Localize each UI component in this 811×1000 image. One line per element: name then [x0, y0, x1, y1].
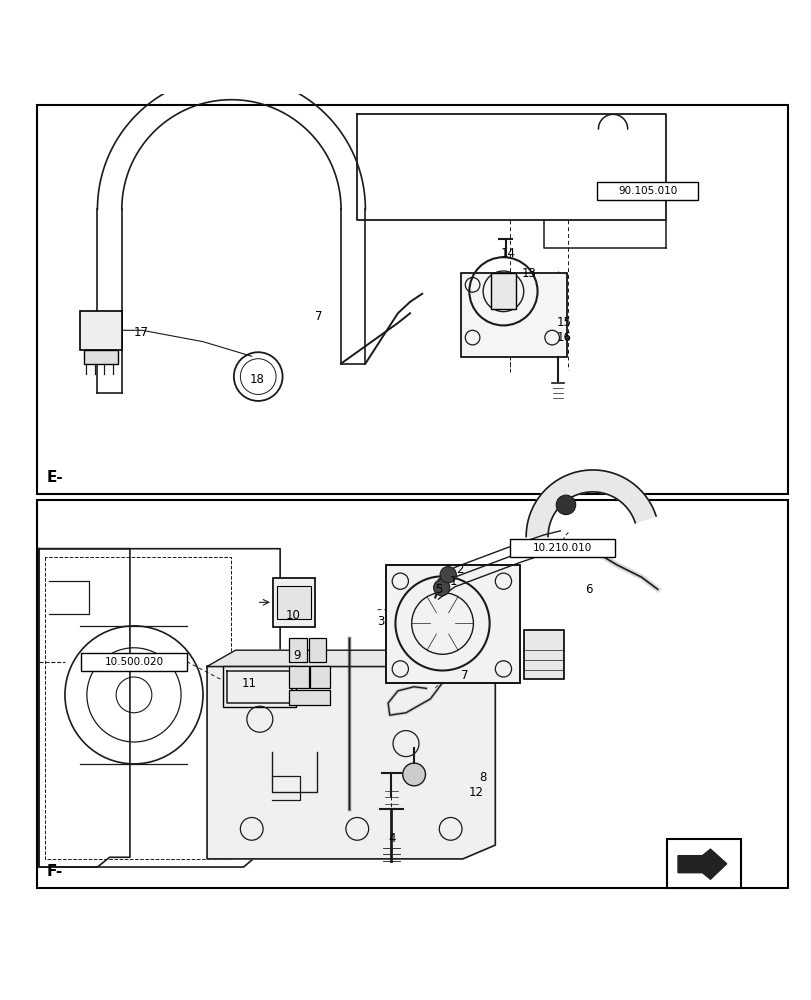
FancyBboxPatch shape [310, 666, 329, 688]
Text: 10: 10 [285, 609, 300, 622]
Text: 7: 7 [461, 669, 468, 682]
Text: 90.105.010: 90.105.010 [617, 186, 676, 196]
Text: 8: 8 [478, 771, 486, 784]
Text: 18: 18 [250, 373, 264, 386]
FancyBboxPatch shape [36, 105, 787, 494]
Text: 15: 15 [556, 316, 570, 329]
FancyBboxPatch shape [84, 350, 118, 364]
FancyBboxPatch shape [596, 182, 697, 200]
Circle shape [433, 580, 449, 596]
Text: E-: E- [47, 470, 64, 485]
Text: 3: 3 [377, 615, 384, 628]
FancyBboxPatch shape [385, 565, 519, 683]
Text: 2: 2 [456, 563, 463, 576]
FancyBboxPatch shape [36, 500, 787, 888]
Text: 6: 6 [584, 583, 591, 596]
Text: 7: 7 [315, 310, 322, 323]
FancyBboxPatch shape [81, 653, 187, 671]
Circle shape [440, 567, 456, 583]
Circle shape [402, 763, 425, 786]
Text: 5: 5 [435, 583, 442, 596]
Text: 16: 16 [556, 331, 570, 344]
Text: 9: 9 [293, 649, 300, 662]
Text: 4: 4 [388, 832, 395, 845]
FancyBboxPatch shape [79, 311, 122, 350]
Polygon shape [677, 849, 726, 879]
Text: F-: F- [47, 864, 63, 879]
Text: 10.500.020: 10.500.020 [105, 657, 163, 667]
Text: 10.210.010: 10.210.010 [533, 543, 591, 553]
Text: 13: 13 [521, 267, 535, 280]
Circle shape [556, 495, 575, 515]
FancyBboxPatch shape [289, 690, 329, 705]
FancyBboxPatch shape [491, 273, 515, 309]
FancyBboxPatch shape [223, 666, 296, 707]
Polygon shape [526, 470, 655, 537]
Text: 12: 12 [468, 786, 483, 799]
Text: 17: 17 [134, 326, 148, 339]
Polygon shape [207, 666, 495, 859]
FancyBboxPatch shape [461, 273, 566, 357]
FancyBboxPatch shape [289, 638, 307, 662]
Text: 11: 11 [242, 677, 256, 690]
Text: 14: 14 [500, 247, 515, 260]
FancyBboxPatch shape [667, 839, 740, 888]
FancyBboxPatch shape [523, 630, 564, 679]
FancyBboxPatch shape [308, 638, 326, 662]
FancyBboxPatch shape [509, 539, 615, 557]
FancyBboxPatch shape [289, 666, 308, 688]
Polygon shape [207, 650, 495, 666]
FancyBboxPatch shape [272, 578, 315, 627]
Text: 1: 1 [449, 575, 457, 588]
FancyBboxPatch shape [277, 586, 311, 619]
